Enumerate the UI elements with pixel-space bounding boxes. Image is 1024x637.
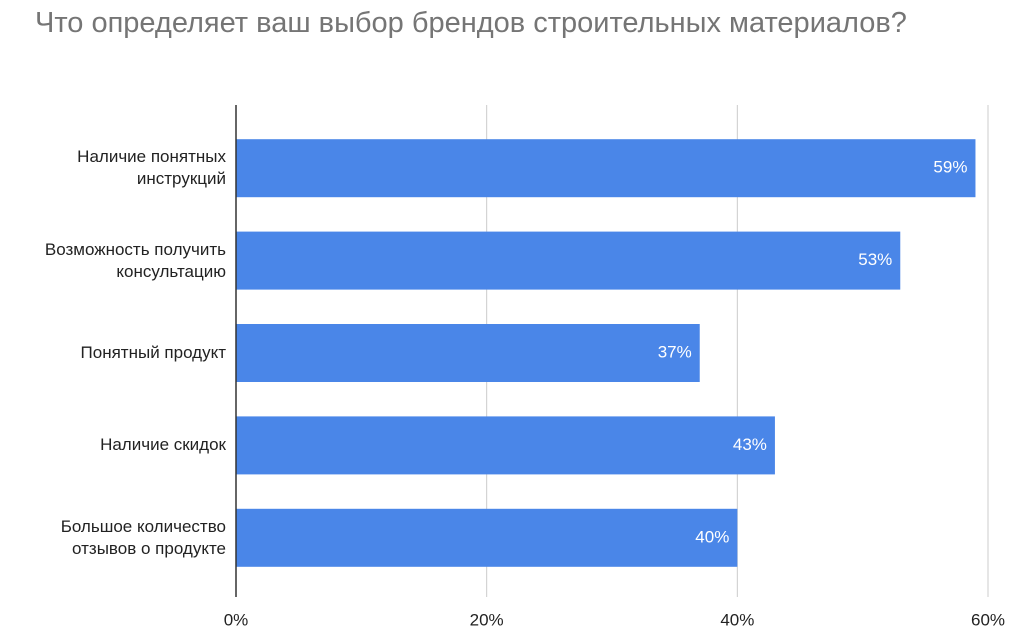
- category-label-box: Возможность получить консультацию: [44, 239, 226, 281]
- category-label-box: Наличие скидок: [100, 435, 226, 455]
- value-label: 40%: [695, 527, 729, 546]
- y-tick-label: Большое количество отзывов о продукте: [60, 516, 226, 558]
- y-tick-label: Наличие скидок: [100, 435, 226, 455]
- value-label: 43%: [733, 435, 767, 454]
- value-label: 37%: [658, 342, 692, 361]
- y-tick-label: Наличие понятных инструкций: [77, 147, 226, 189]
- y-tick-label: Понятный продукт: [80, 343, 226, 362]
- value-label: 53%: [858, 250, 892, 269]
- x-tick-label: 0%: [224, 610, 249, 629]
- category-label-box: Понятный продукт: [80, 343, 226, 362]
- y-tick-label: Возможность получить консультацию: [44, 239, 226, 281]
- bar: [236, 508, 738, 567]
- value-label: 59%: [933, 158, 967, 177]
- x-tick-label: 60%: [971, 610, 1005, 629]
- bar: [236, 416, 775, 475]
- x-tick-label: 40%: [720, 610, 754, 629]
- category-label-box: Большое количество отзывов о продукте: [60, 516, 226, 558]
- x-tick-label: 20%: [470, 610, 504, 629]
- bar: [236, 231, 901, 290]
- bar: [236, 139, 976, 198]
- bar: [236, 324, 700, 382]
- chart-title: Что определяет ваш выбор брендов строите…: [35, 7, 907, 39]
- category-label-box: Наличие понятных инструкций: [77, 147, 226, 189]
